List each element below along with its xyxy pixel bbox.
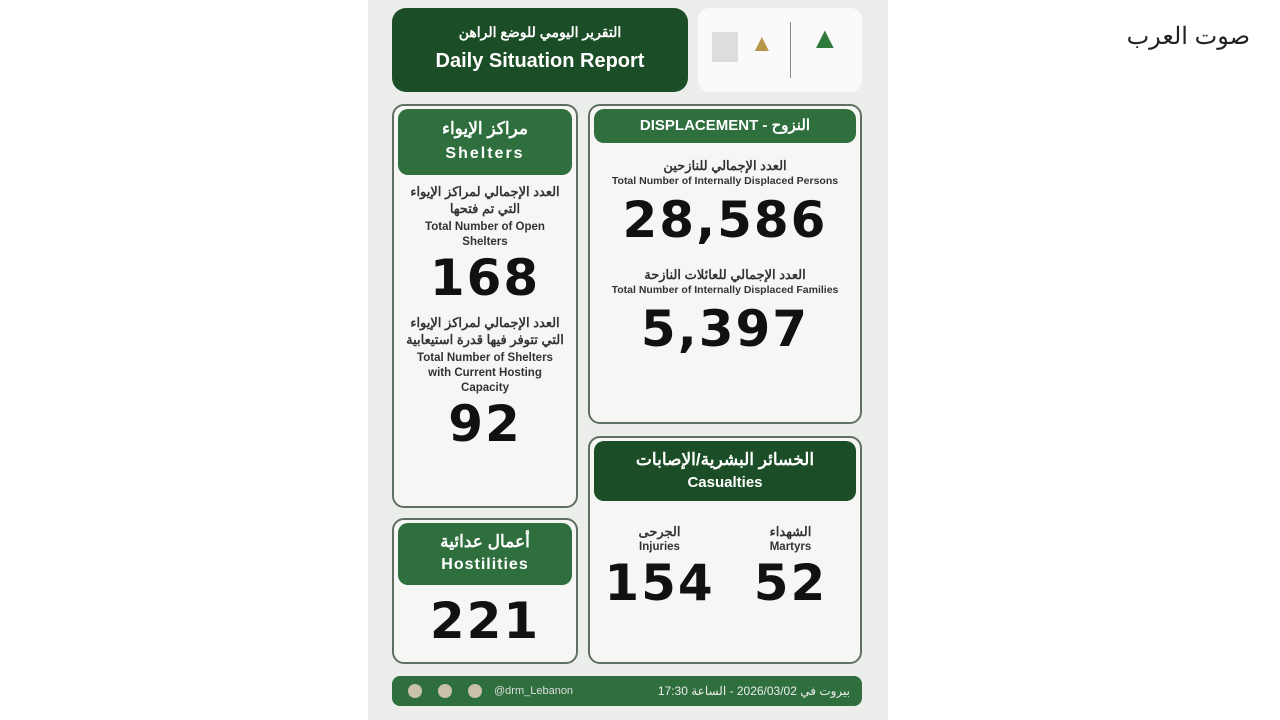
shelters-title-en: Shelters xyxy=(445,145,525,162)
casualties-title-ar: الخسائر البشرية/الإصابات xyxy=(635,450,815,469)
footer: @drm_Lebanon بيروت في 2026/03/02 - الساع… xyxy=(392,676,862,706)
gold-cedar-icon: ▲ xyxy=(750,30,774,57)
x-icon[interactable] xyxy=(438,684,452,698)
casualties-header: الخسائر البشرية/الإصابات Casualties xyxy=(594,441,856,501)
idp-label-en: Total Number of Internally Displaced Per… xyxy=(611,175,839,187)
martyrs-label-en: Martyrs xyxy=(769,541,812,553)
shelters-title-ar: مراكز الإيواء xyxy=(441,119,529,138)
martyrs-value: 52 xyxy=(753,554,828,612)
injuries-value: 154 xyxy=(604,554,715,612)
watermark: صوت العرب xyxy=(1126,23,1250,50)
open-shelters-value: 168 xyxy=(429,249,541,307)
idp-label-ar: العدد الإجمالي للنازحين xyxy=(663,158,787,173)
families-label-en: Total Number of Internally Displaced Fam… xyxy=(611,284,839,296)
hostilities-card: أعمال عدائية Hostilities 221 xyxy=(392,518,578,664)
report-date: بيروت في 2026/03/02 - الساعة 17:30 xyxy=(657,684,850,698)
martyrs-column: الشهداء Martyrs 52 xyxy=(731,523,851,611)
capacity-label-en: Total Number of Shelters with Current Ho… xyxy=(417,352,553,394)
capacity-label-ar: العدد الإجمالي لمراكز الإيواء التي تتوفر… xyxy=(406,315,564,347)
casualties-card: الخسائر البشرية/الإصابات Casualties الجر… xyxy=(588,436,862,664)
martyrs-label-ar: الشهداء xyxy=(769,524,812,539)
casualties-title-en: Casualties xyxy=(687,474,763,491)
ministry-logo xyxy=(712,32,738,62)
logo-box: ▲ ▲ xyxy=(698,8,862,92)
shelters-header: مراكز الإيواء Shelters xyxy=(398,109,572,175)
divider xyxy=(790,22,791,78)
open-shelters-label-en: Total Number of Open Shelters xyxy=(425,221,545,248)
injuries-column: الجرحى Injuries 154 xyxy=(600,523,720,611)
hostilities-header: أعمال عدائية Hostilities xyxy=(398,523,572,585)
facebook-icon[interactable] xyxy=(408,684,422,698)
capacity-value: 92 xyxy=(448,395,522,453)
displacement-header: DISPLACEMENT - النزوح xyxy=(594,109,856,143)
title-ar: التقرير اليومي للوضع الراهن xyxy=(458,24,622,40)
hostilities-title-ar: أعمال عدائية xyxy=(440,532,530,551)
title-en: Daily Situation Report xyxy=(435,50,645,72)
social-handle[interactable]: @drm_Lebanon xyxy=(494,685,574,697)
instagram-icon[interactable] xyxy=(468,684,482,698)
hostilities-value: 221 xyxy=(429,592,541,650)
families-label-ar: العدد الإجمالي للعائلات النازحة xyxy=(644,267,806,282)
displacement-card: DISPLACEMENT - النزوح العدد الإجمالي للن… xyxy=(588,104,862,424)
shelters-card: مراكز الإيواء Shelters العدد الإجمالي لم… xyxy=(392,104,578,508)
report-header: التقرير اليومي للوضع الراهن Daily Situat… xyxy=(392,8,688,92)
injuries-label-en: Injuries xyxy=(639,541,680,553)
casualties-values: الجرحى Injuries 154 الشهداء Martyrs 52 xyxy=(594,523,856,611)
families-value: 5,397 xyxy=(640,300,810,358)
injuries-label-ar: الجرحى xyxy=(638,524,681,539)
open-shelters-label-ar: العدد الإجمالي لمراكز الإيواء التي تم فت… xyxy=(410,184,560,216)
idp-value: 28,586 xyxy=(622,191,828,249)
hostilities-title-en: Hostilities xyxy=(441,556,529,573)
cedar-logo: ▲ xyxy=(810,22,840,55)
